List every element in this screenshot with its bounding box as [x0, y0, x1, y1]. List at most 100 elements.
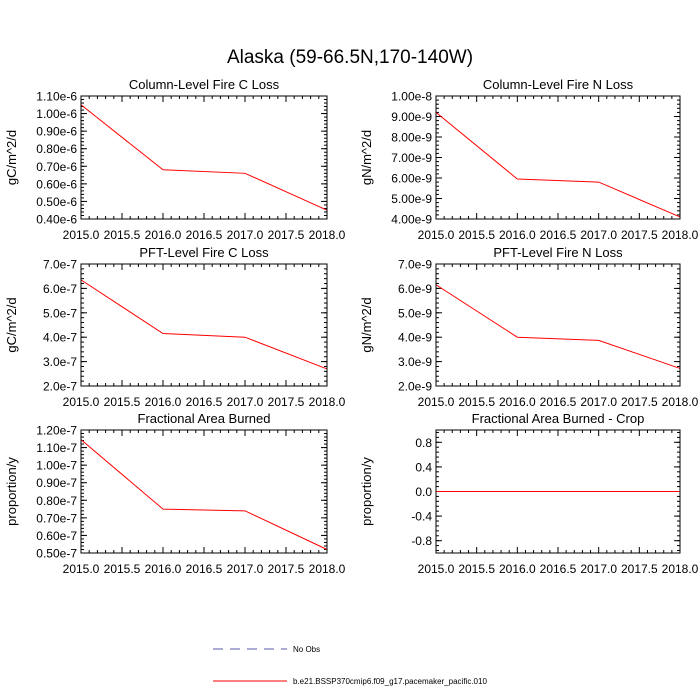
x-tick-label: 2016.5 [540, 228, 577, 242]
y-tick-label: 0.90e-6 [36, 125, 77, 139]
subplot-title: PFT-Level Fire N Loss [493, 245, 623, 260]
subplot-title: Column-Level Fire N Loss [483, 77, 634, 92]
plot-frame [435, 95, 681, 220]
y-axis-label: proportion/y [359, 457, 374, 526]
x-tick-label: 2016.0 [499, 395, 536, 409]
x-tick-label: 2015.0 [418, 228, 455, 242]
y-tick-label: 9.00e-9 [391, 110, 432, 124]
y-axis-label: gC/m^2/d [4, 297, 19, 352]
x-tick-label: 2016.5 [540, 562, 577, 576]
legend-model-label: b.e21.BSSP370cmip6.f09_g17.pacemaker_pac… [293, 677, 487, 686]
y-tick-label: 5.0e-7 [43, 306, 77, 320]
y-tick-label: 1.10e-6 [36, 90, 77, 104]
y-axis-label: gC/m^2/d [4, 130, 19, 185]
y-tick-label: 0.50e-7 [36, 547, 77, 561]
plot-frame [80, 429, 328, 554]
y-tick-label: 6.0e-9 [398, 282, 432, 296]
y-tick-label: 4.0e-9 [398, 331, 432, 345]
x-tick-label: 2018.0 [662, 228, 699, 242]
subplot-title: Column-Level Fire C Loss [129, 77, 280, 92]
y-tick-label: 3.0e-7 [43, 355, 77, 369]
y-tick-label: 1.00e-6 [36, 107, 77, 121]
y-tick-label: 0.8 [415, 436, 432, 450]
x-tick-label: 2018.0 [309, 395, 346, 409]
x-tick-label: 2015.5 [104, 228, 141, 242]
y-tick-label: 5.0e-9 [398, 306, 432, 320]
x-tick-label: 2017.0 [227, 562, 264, 576]
figure-title: Alaska (59-66.5N,170-140W) [227, 47, 473, 68]
plot-frame [80, 95, 328, 220]
y-tick-label: 1.00e-8 [391, 90, 432, 104]
y-tick-label: 0.50e-6 [36, 195, 77, 209]
x-tick-label: 2017.5 [268, 395, 305, 409]
series-line [80, 279, 328, 370]
subplot-title: PFT-Level Fire C Loss [139, 245, 269, 260]
x-tick-label: 2018.0 [309, 562, 346, 576]
y-tick-label: 1.20e-7 [36, 424, 77, 438]
series-line [435, 112, 681, 218]
x-tick-label: 2017.5 [268, 228, 305, 242]
y-tick-label: 0.4 [415, 460, 432, 474]
x-tick-label: 2017.5 [268, 562, 305, 576]
x-tick-label: 2015.5 [458, 228, 495, 242]
series-line [435, 284, 681, 369]
legend: No Obs b.e21.BSSP370cmip6.f09_g17.pacema… [213, 645, 487, 686]
x-tick-label: 2015.5 [458, 395, 495, 409]
x-tick-label: 2017.5 [621, 228, 658, 242]
x-tick-label: 2017.0 [227, 395, 264, 409]
x-tick-label: 2015.5 [104, 562, 141, 576]
x-tick-label: 2017.5 [621, 395, 658, 409]
x-tick-label: 2015.5 [458, 562, 495, 576]
x-tick-label: 2015.0 [63, 228, 100, 242]
y-tick-label: -0.8 [411, 534, 432, 548]
x-tick-label: 2018.0 [662, 562, 699, 576]
plot-frame [80, 263, 328, 387]
y-axis-label: proportion/y [4, 457, 19, 526]
y-tick-label: 5.00e-9 [391, 192, 432, 206]
y-tick-label: 1.00e-7 [36, 459, 77, 473]
x-tick-label: 2017.0 [580, 395, 617, 409]
y-axis-label: gN/m^2/d [359, 130, 374, 185]
y-tick-label: 7.0e-9 [398, 258, 432, 272]
subplot-6: Fractional Area Burned - Crop proportion/… [359, 411, 699, 576]
y-tick-label: 0.0 [415, 485, 432, 499]
y-tick-label: 3.0e-9 [398, 355, 432, 369]
x-tick-label: 2017.0 [580, 228, 617, 242]
x-tick-label: 2016.0 [499, 228, 536, 242]
y-axis-label: gN/m^2/d [359, 297, 374, 352]
x-tick-label: 2016.0 [145, 395, 182, 409]
y-tick-label: 0.90e-7 [36, 476, 77, 490]
y-tick-label: 0.60e-6 [36, 177, 77, 191]
y-tick-label: 2.0e-9 [398, 380, 432, 394]
x-tick-label: 2017.0 [227, 228, 264, 242]
legend-obs-label: No Obs [293, 645, 320, 654]
y-tick-label: 0.60e-7 [36, 529, 77, 543]
x-tick-label: 2016.5 [186, 228, 223, 242]
x-tick-label: 2016.0 [145, 228, 182, 242]
y-tick-label: 2.0e-7 [43, 380, 77, 394]
x-tick-label: 2016.0 [499, 562, 536, 576]
x-tick-label: 2016.5 [186, 562, 223, 576]
x-tick-label: 2018.0 [309, 228, 346, 242]
plot-frame [435, 263, 681, 387]
y-tick-label: 0.80e-6 [36, 142, 77, 156]
y-tick-label: 4.00e-9 [391, 213, 432, 227]
x-tick-label: 2017.5 [621, 562, 658, 576]
x-tick-label: 2016.5 [186, 395, 223, 409]
plot-frame [435, 429, 681, 554]
x-tick-label: 2017.0 [580, 562, 617, 576]
x-tick-label: 2015.0 [418, 562, 455, 576]
subplot-5: Fractional Area Burned proportion/y 2015.0… [4, 411, 346, 576]
y-tick-label: 1.10e-7 [36, 441, 77, 455]
y-tick-label: 7.00e-9 [391, 151, 432, 165]
y-tick-label: -0.4 [411, 510, 432, 524]
y-tick-label: 0.40e-6 [36, 213, 77, 227]
y-tick-label: 0.80e-7 [36, 494, 77, 508]
series-line [80, 104, 328, 211]
y-tick-label: 0.70e-6 [36, 160, 77, 174]
subplot-3: PFT-Level Fire C Loss gC/m^2/d 2015.0 2015.… [4, 245, 346, 409]
x-tick-label: 2016.5 [540, 395, 577, 409]
